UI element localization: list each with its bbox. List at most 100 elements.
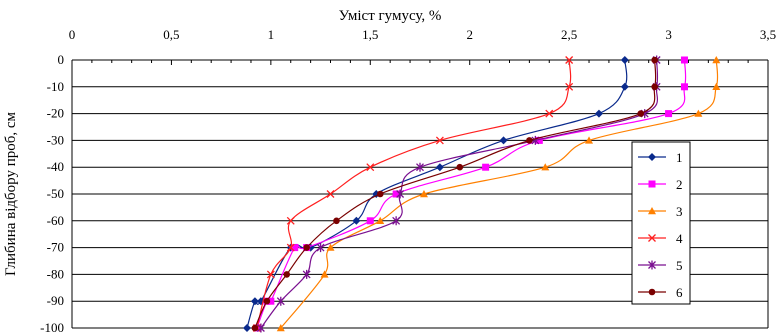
legend-box — [631, 141, 691, 305]
x-tick-label: 3 — [665, 27, 672, 42]
data-point — [303, 244, 310, 251]
data-point — [396, 189, 405, 199]
data-point — [366, 163, 375, 172]
data-point — [320, 270, 329, 278]
data-point — [648, 234, 656, 242]
legend-entry: 1 — [638, 150, 683, 165]
data-point — [302, 269, 311, 279]
data-point — [637, 110, 645, 117]
data-point — [316, 243, 325, 253]
data-point — [456, 163, 464, 171]
x-axis-title: Уміст гумусу, % — [339, 8, 442, 24]
legend-label: 3 — [676, 204, 683, 219]
data-point — [665, 110, 673, 118]
data-point — [482, 163, 490, 171]
data-point — [286, 216, 295, 225]
legend-entry: 3 — [638, 204, 683, 219]
legend-label: 5 — [676, 258, 683, 273]
data-point — [712, 56, 721, 64]
data-point — [648, 207, 656, 215]
data-point — [648, 260, 656, 270]
y-tick-label: -70 — [47, 240, 64, 255]
data-point — [541, 163, 550, 171]
data-point — [291, 244, 299, 252]
legend-label: 4 — [676, 231, 683, 246]
data-point — [286, 243, 295, 252]
x-tick-label: 1,5 — [362, 27, 378, 42]
data-point — [648, 288, 656, 296]
data-point — [435, 136, 444, 145]
y-tick-label: -40 — [47, 159, 64, 174]
data-point — [416, 162, 424, 172]
x-tick-label: 2 — [466, 27, 473, 42]
data-point — [326, 190, 335, 198]
data-point — [256, 323, 265, 333]
data-point — [585, 136, 594, 144]
y-tick-label: -80 — [47, 266, 64, 281]
legend-entry: 5 — [638, 258, 683, 273]
data-point — [263, 297, 271, 305]
legend-entry: 2 — [638, 177, 683, 192]
data-point — [680, 56, 688, 64]
data-point — [594, 109, 603, 118]
data-point — [651, 83, 658, 91]
data-point — [392, 216, 401, 226]
x-tick-label: 0 — [69, 27, 76, 42]
data-point — [712, 82, 721, 90]
data-point — [276, 296, 285, 306]
data-point — [419, 190, 428, 198]
x-tick-label: 3,5 — [760, 27, 776, 42]
data-point — [267, 297, 275, 305]
legend-entry: 6 — [638, 285, 683, 300]
data-point — [435, 163, 444, 172]
data-point — [648, 180, 656, 188]
data-point — [680, 83, 688, 91]
data-point — [620, 56, 629, 64]
data-point — [251, 324, 259, 332]
data-point — [366, 217, 374, 225]
y-tick-label: 0 — [58, 52, 65, 67]
axes: 0 -10 -20 -30 -40 -50 -60 -70 -80 -90 -100 0 0,5 1 1,5… — [40, 27, 776, 334]
data-point — [376, 216, 385, 224]
data-point — [620, 82, 629, 91]
x-tick-label: 1 — [268, 27, 275, 42]
y-tick-label: -30 — [47, 132, 64, 147]
legend: 1 2 3 4 5 6 — [631, 141, 691, 305]
series-lines — [242, 55, 721, 333]
data-point — [651, 56, 658, 64]
series-3 — [276, 56, 721, 332]
data-point — [333, 217, 340, 225]
data-point — [352, 216, 361, 225]
x-tick-label: 0,5 — [163, 27, 179, 42]
legend-label: 6 — [676, 285, 683, 300]
y-tick-label: -20 — [47, 106, 64, 121]
y-axis-title: Глибина відбору проб, см — [3, 111, 19, 276]
legend-label: 2 — [676, 177, 683, 192]
data-point — [565, 82, 574, 91]
legend-label: 1 — [676, 150, 683, 165]
x-tick-label: 2,5 — [561, 27, 577, 42]
data-point — [526, 137, 533, 144]
series-line — [280, 59, 719, 329]
data-point — [694, 109, 703, 117]
data-point — [565, 56, 574, 64]
series-6 — [251, 56, 658, 332]
data-point — [242, 324, 251, 332]
data-point — [266, 270, 275, 279]
data-point — [376, 190, 384, 198]
data-point — [276, 324, 285, 332]
y-tick-label: -60 — [47, 213, 64, 228]
series-line — [256, 59, 572, 329]
y-tick-label: -100 — [40, 320, 64, 334]
data-point — [283, 271, 291, 278]
y-tick-label: -50 — [47, 186, 64, 201]
data-point — [545, 109, 554, 118]
series-2 — [253, 56, 688, 332]
data-point — [250, 297, 259, 306]
data-point — [648, 153, 656, 161]
y-tick-label: -10 — [47, 79, 64, 94]
legend-entry: 4 — [638, 231, 683, 246]
data-point — [392, 190, 400, 198]
series-line — [254, 59, 657, 329]
